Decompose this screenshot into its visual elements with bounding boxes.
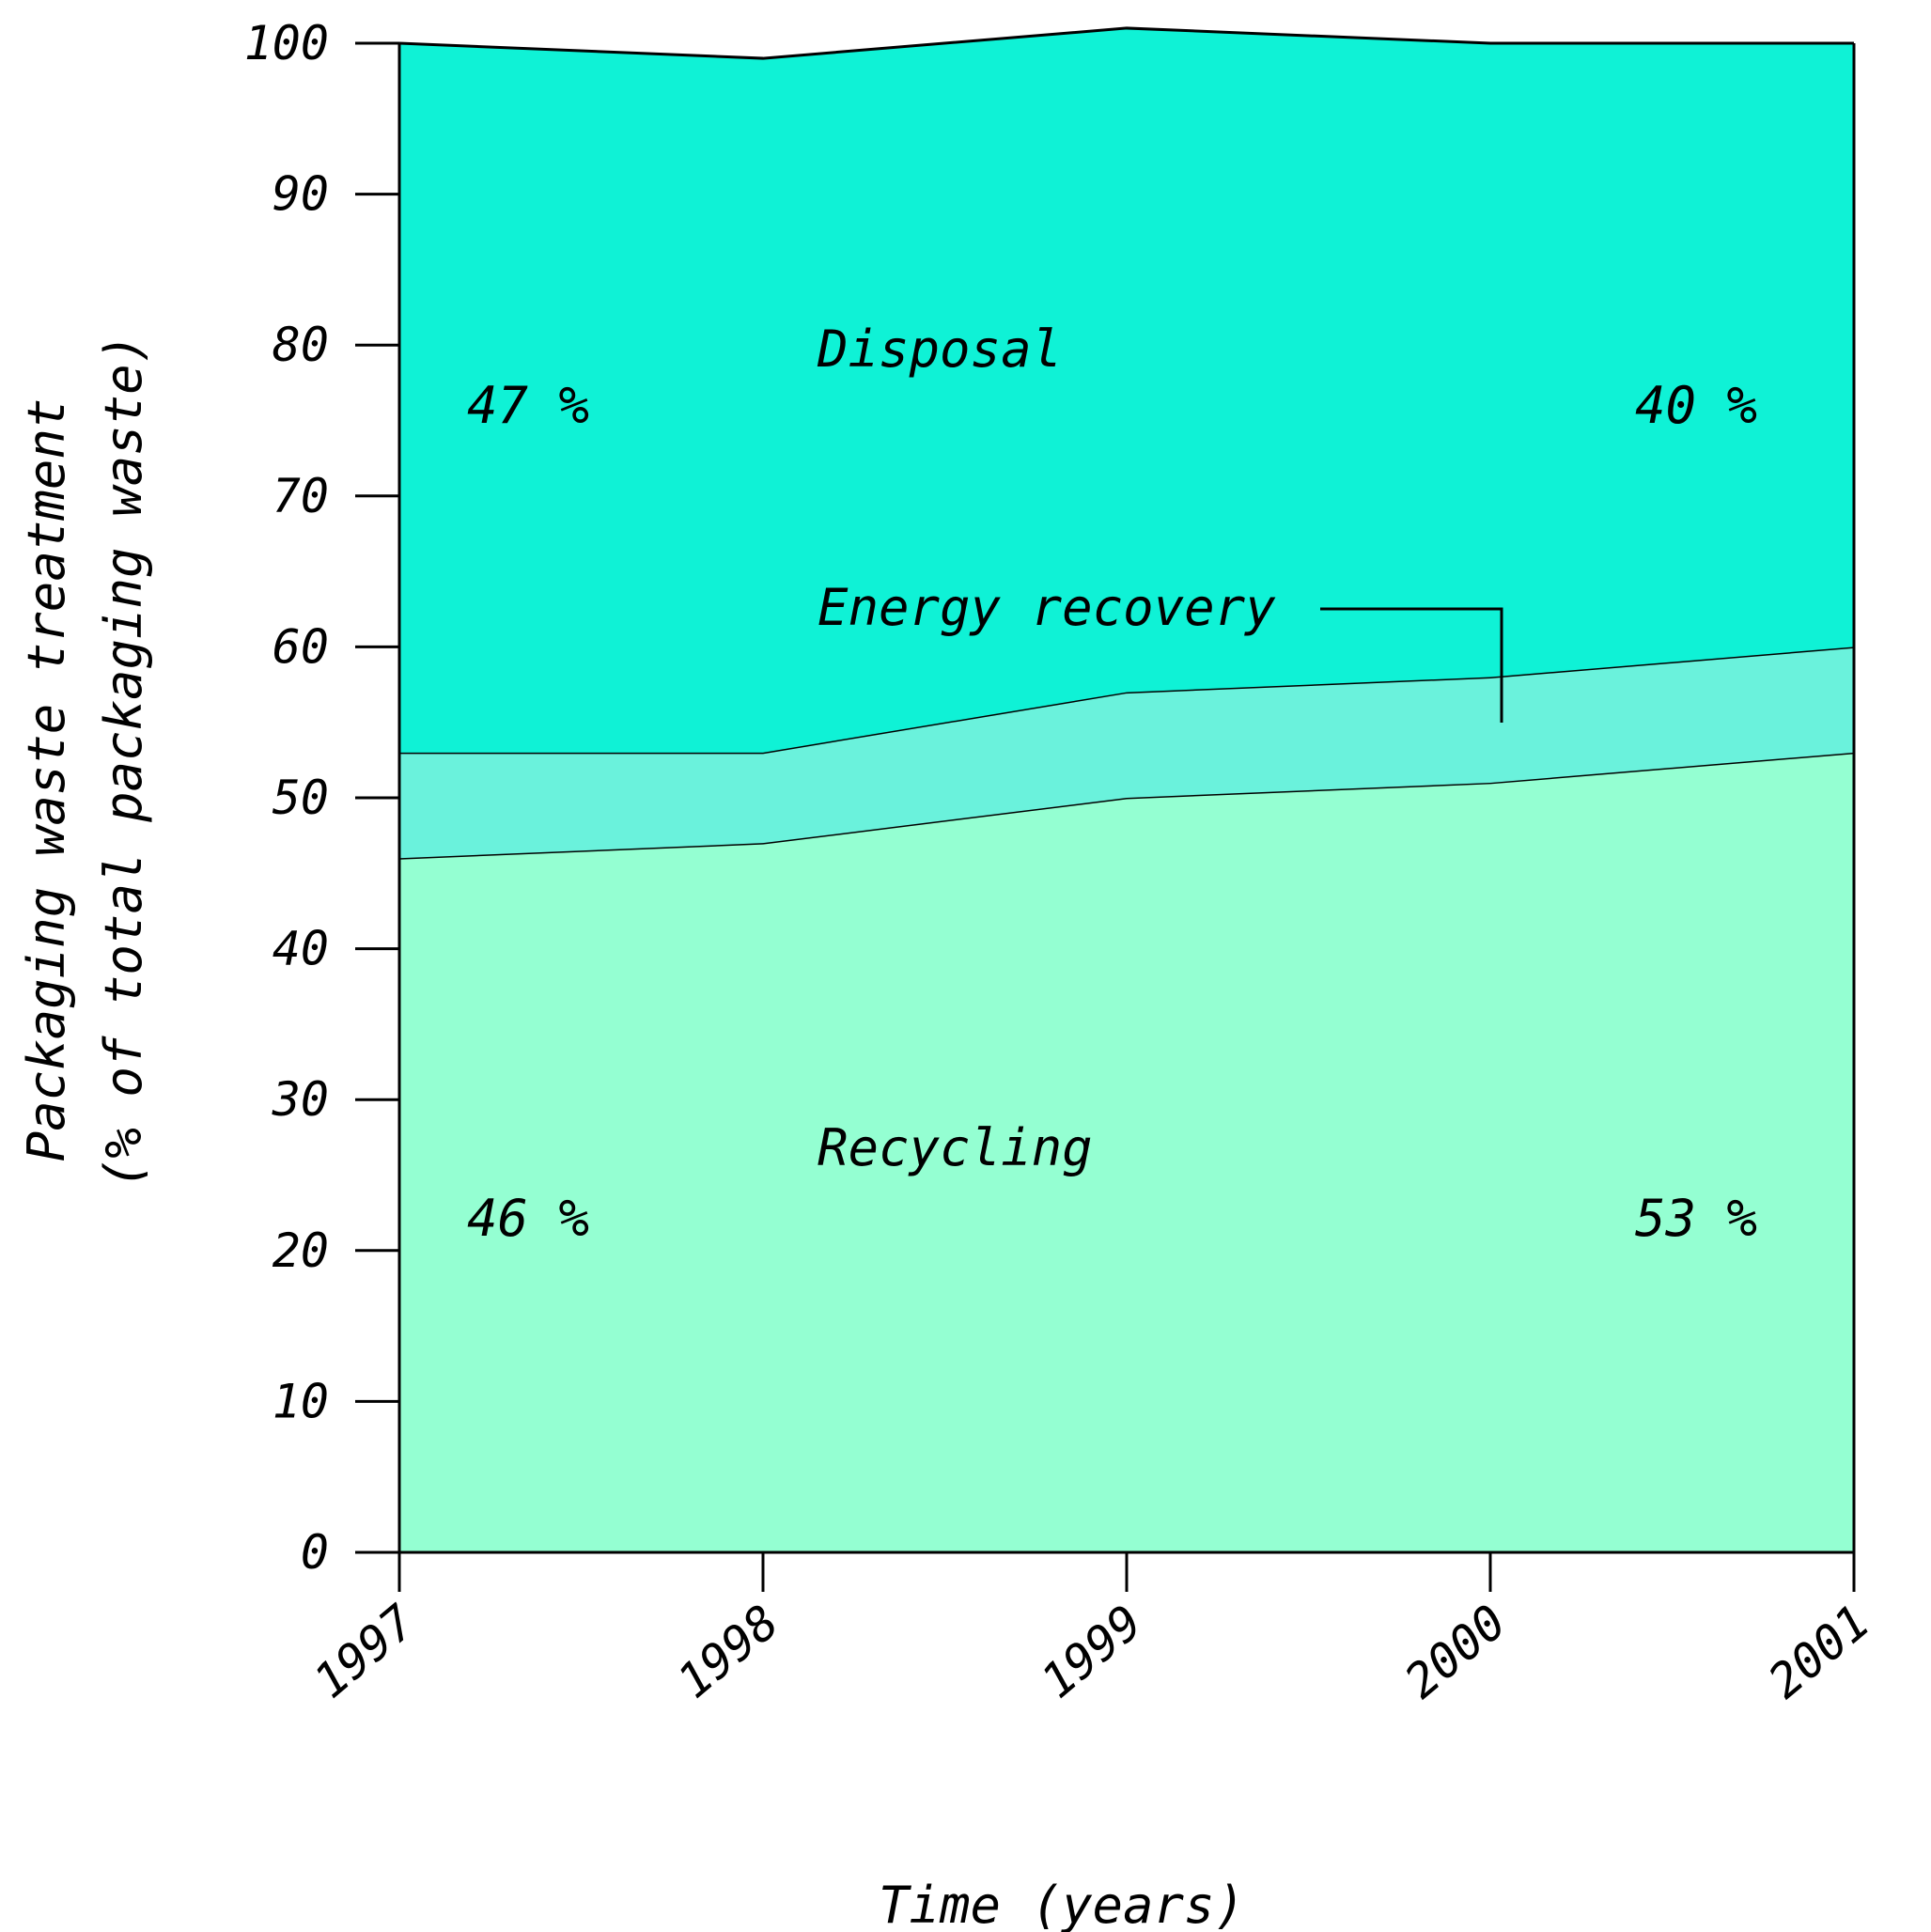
area-disposal bbox=[399, 27, 1854, 753]
y-tick-label: 70 bbox=[273, 469, 329, 523]
y-tick-label: 60 bbox=[273, 619, 329, 674]
y-axis-title-line2: (% of total packaging waste) bbox=[94, 334, 153, 1189]
recycling-2001-percent-label: 53 % bbox=[1635, 1189, 1757, 1248]
x-tick-label: 1998 bbox=[667, 1595, 789, 1709]
disposal-series-label: Disposal bbox=[817, 319, 1062, 379]
disposal-2001-percent-label: 40 % bbox=[1635, 376, 1757, 435]
recycling-series-label: Recycling bbox=[818, 1118, 1093, 1177]
recycling-1997-percent-label: 46 % bbox=[467, 1189, 589, 1248]
x-tick-label: 2001 bbox=[1758, 1595, 1880, 1709]
y-tick-label: 10 bbox=[273, 1374, 329, 1428]
energy-recovery-series-label: Energy recovery bbox=[818, 578, 1276, 637]
y-tick-label: 0 bbox=[301, 1525, 329, 1580]
y-tick-label: 30 bbox=[272, 1072, 329, 1127]
area-layers bbox=[398, 26, 1855, 1552]
y-tick-label: 40 bbox=[273, 922, 329, 976]
energy-recovery-leader-line bbox=[1320, 607, 1503, 723]
area-recycling bbox=[399, 752, 1854, 1552]
y-tick-label: 100 bbox=[244, 16, 329, 70]
x-axis-title: Time (years) bbox=[879, 1876, 1245, 1932]
y-axis-title-line1: Packaging waste treatment bbox=[17, 398, 76, 1162]
y-tick-label: 90 bbox=[273, 167, 329, 222]
x-tick-label: 1999 bbox=[1031, 1595, 1153, 1709]
series-top-line-disposal bbox=[398, 26, 1854, 60]
area-energy-recovery bbox=[399, 647, 1854, 859]
x-tick-label: 1997 bbox=[304, 1595, 426, 1709]
axes bbox=[355, 41, 1856, 1592]
y-tick-label: 80 bbox=[273, 318, 329, 372]
disposal-1997-percent-label: 47 % bbox=[467, 376, 589, 435]
y-tick-label: 20 bbox=[273, 1223, 329, 1278]
x-tick-label: 2000 bbox=[1394, 1595, 1517, 1709]
y-tick-label: 50 bbox=[273, 771, 329, 825]
